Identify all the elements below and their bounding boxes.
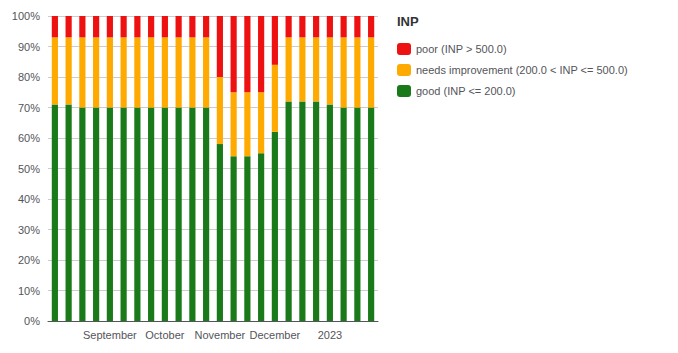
svg-text:September: September (83, 329, 137, 341)
svg-text:30%: 30% (18, 224, 40, 236)
svg-text:2023: 2023 (318, 329, 342, 341)
svg-text:50%: 50% (18, 163, 40, 175)
svg-text:70%: 70% (18, 102, 40, 114)
svg-text:60%: 60% (18, 132, 40, 144)
svg-text:December: December (250, 329, 301, 341)
svg-text:INP: INP (397, 14, 419, 29)
svg-text:20%: 20% (18, 254, 40, 266)
svg-text:poor (INP > 500.0): poor (INP > 500.0) (416, 43, 507, 55)
svg-text:10%: 10% (18, 285, 40, 297)
svg-text:November: November (195, 329, 246, 341)
svg-text:needs improvement (200.0 < INP: needs improvement (200.0 < INP <= 500.0) (416, 64, 628, 76)
svg-text:100%: 100% (12, 10, 40, 22)
svg-text:October: October (145, 329, 184, 341)
svg-text:0%: 0% (24, 315, 40, 327)
svg-text:good (INP <= 200.0): good (INP <= 200.0) (416, 85, 515, 97)
svg-text:40%: 40% (18, 193, 40, 205)
svg-text:90%: 90% (18, 41, 40, 53)
svg-text:80%: 80% (18, 71, 40, 83)
